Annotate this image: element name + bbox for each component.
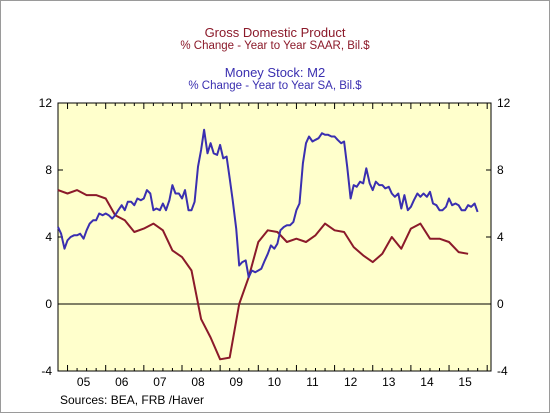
y-tick-label-right: 8 [497,163,504,177]
x-tick-label: 08 [191,375,205,389]
y-tick-label-left: 12 [39,96,53,110]
m2-title: Money Stock: M2 [224,65,326,80]
gdp-series-line [57,189,469,361]
y-tick-label-right: 12 [497,96,511,110]
gdp-title: Gross Domestic Product [204,25,346,40]
x-tick-label: 05 [77,375,91,389]
y-tick-label-right: -4 [497,364,508,378]
y-tick-label-left: -4 [41,364,52,378]
gdp-subtitle: % Change - Year to Year SAAR, Bil.$ [180,40,370,52]
m2-subtitle: % Change - Year to Year SA, Bil.$ [188,80,362,92]
x-tick-label: 10 [268,375,282,389]
m2-series-line [57,128,479,279]
y-tick-label-left: 4 [45,230,52,244]
x-tick-label: 13 [382,375,396,389]
x-tick-label: 09 [230,375,244,389]
x-tick-label: 14 [420,375,434,389]
y-tick-label-left: 0 [45,297,52,311]
y-tick-label-right: 4 [497,230,504,244]
x-tick-label: 12 [344,375,358,389]
y-tick-label-left: 8 [45,163,52,177]
x-tick-label: 07 [153,375,167,389]
plot-area [57,102,492,372]
y-tick-label-right: 0 [497,297,504,311]
source-note: Sources: BEA, FRB /Haver [60,393,205,407]
x-tick-label: 15 [458,375,472,389]
x-tick-label: 11 [306,375,319,389]
x-tick-label: 06 [115,375,129,389]
